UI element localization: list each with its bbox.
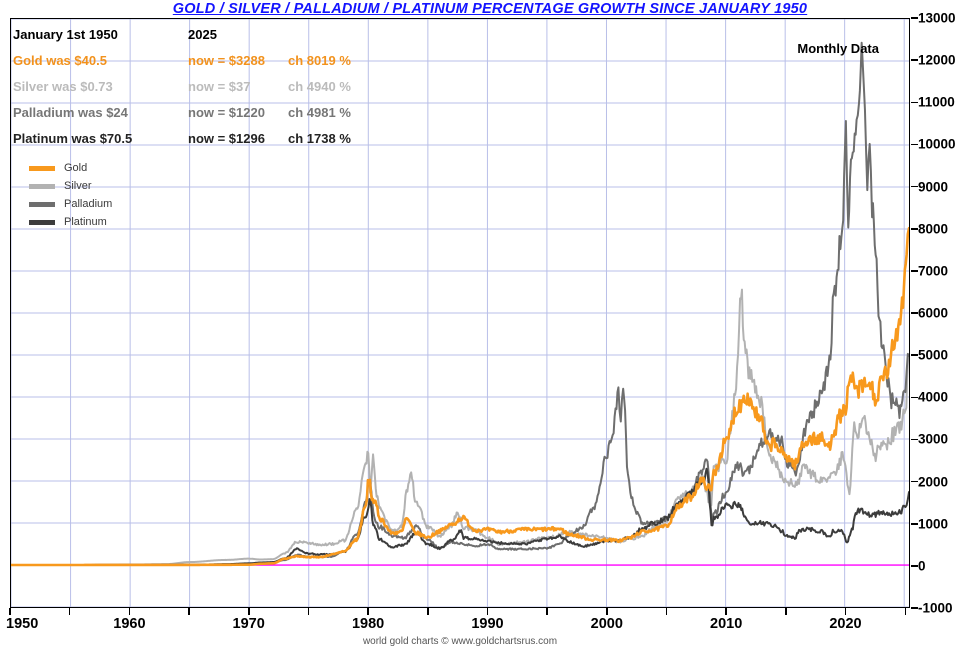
x-tick-mark <box>128 608 131 615</box>
silver-now: now = $37 <box>188 78 251 94</box>
table-row: Silver was $0.73 now = $37 ch 4940 % <box>13 73 398 99</box>
y-tick-label: 13000 <box>918 10 956 26</box>
legend-label-silver: Silver <box>64 180 92 192</box>
x-tick-label: 2020 <box>829 616 862 632</box>
y-tick-label: 9000 <box>918 179 949 195</box>
palladium-was: Palladium was $24 <box>13 104 128 120</box>
grid-layer <box>11 19 909 607</box>
x-tick-mark <box>904 608 906 615</box>
chart-legend: Gold Silver Palladium Platinum <box>29 159 112 231</box>
legend-swatch-gold <box>29 165 55 171</box>
x-tick-mark <box>665 608 668 615</box>
gold-was: Gold was $40.5 <box>13 52 107 68</box>
y-tick-mark <box>911 59 918 61</box>
y-tick-label: 3000 <box>918 431 949 447</box>
legend-label-palladium: Palladium <box>64 198 113 210</box>
y-tick-label: 5000 <box>918 347 949 363</box>
x-tick-mark <box>248 608 250 615</box>
gold-now: now = $3288 <box>188 52 265 68</box>
data-layer <box>11 41 909 567</box>
y-tick-mark <box>911 438 918 441</box>
page-title: GOLD / SILVER / PALLADIUM / PLATINUM PER… <box>172 1 808 17</box>
y-tick-mark <box>911 312 918 314</box>
y-tick-label: 0 <box>918 558 926 574</box>
x-tick-label: 1950 <box>6 616 39 632</box>
table-row: Palladium was $24 now = $1220 ch 4981 % <box>13 99 398 125</box>
table-header-current: 2025 <box>188 26 217 42</box>
x-tick-mark <box>9 608 11 615</box>
y-tick-label: 6000 <box>918 305 949 321</box>
y-tick-label: 8000 <box>918 221 949 237</box>
x-tick-mark <box>188 608 190 615</box>
x-tick-label: 1980 <box>351 616 385 632</box>
silver-change: ch 4940 % <box>288 78 351 94</box>
legend-swatch-platinum <box>29 219 55 225</box>
table-header-row: January 1st 1950 2025 <box>13 21 398 47</box>
x-tick-mark <box>307 608 310 615</box>
plot-area: January 1st 1950 2025 Gold was $40.5 now… <box>10 18 910 608</box>
y-tick-mark <box>911 17 918 19</box>
table-row: Platinum was $70.5 now = $1296 ch 1738 % <box>13 125 398 151</box>
x-tick-label: 1960 <box>113 616 146 632</box>
palladium-now: now = $1220 <box>188 104 265 120</box>
silver-was: Silver was $0.73 <box>13 78 113 94</box>
monthly-data-label: Monthly Data <box>797 41 879 56</box>
platinum-now: now = $1296 <box>188 130 265 146</box>
y-tick-label: 7000 <box>918 263 949 279</box>
y-tick-label: 1000 <box>918 516 949 532</box>
table-row: Gold was $40.5 now = $3288 ch 8019 % <box>13 47 398 73</box>
y-tick-label: 12000 <box>918 52 956 68</box>
y-tick-label: 10000 <box>918 136 956 152</box>
x-tick-label: 2010 <box>710 616 743 632</box>
x-tick-mark <box>68 608 71 615</box>
y-tick-label: 11000 <box>918 94 955 110</box>
platinum-was: Platinum was $70.5 <box>13 130 133 146</box>
legend-swatch-palladium <box>29 201 55 207</box>
y-tick-mark <box>911 228 918 230</box>
y-tick-mark <box>911 143 918 146</box>
legend-item-platinum: Platinum <box>29 213 112 231</box>
legend-item-palladium: Palladium <box>29 195 112 213</box>
x-tick-label: 2000 <box>590 616 623 632</box>
plot-inner <box>11 19 909 607</box>
x-tick-label: 1990 <box>471 616 504 632</box>
y-tick-mark <box>911 523 918 525</box>
y-tick-mark <box>911 607 918 609</box>
table-header-baseline: January 1st 1950 <box>13 26 118 42</box>
x-tick-mark <box>427 608 429 615</box>
y-tick-mark <box>911 396 918 398</box>
x-tick-mark <box>367 608 369 615</box>
legend-item-silver: Silver <box>29 177 112 195</box>
x-tick-mark <box>606 608 608 615</box>
gold-change: ch 8019 % <box>288 52 351 68</box>
x-tick-mark <box>486 608 489 615</box>
y-tick-mark <box>911 565 918 567</box>
platinum-change: ch 1738 % <box>288 130 351 146</box>
legend-item-gold: Gold <box>29 159 112 177</box>
y-tick-label: 4000 <box>918 389 949 405</box>
palladium-change: ch 4981 % <box>288 104 351 120</box>
x-tick-label: 1970 <box>232 616 265 632</box>
x-tick-mark <box>546 608 548 615</box>
x-tick-mark <box>725 608 727 615</box>
x-tick-mark <box>844 608 847 615</box>
x-tick-mark <box>785 608 787 615</box>
summary-table: January 1st 1950 2025 Gold was $40.5 now… <box>13 21 398 151</box>
y-tick-mark <box>911 480 918 483</box>
chart-footer: world gold charts © www.goldchartsrus.co… <box>362 636 558 647</box>
y-tick-mark <box>911 270 918 272</box>
y-tick-label: 2000 <box>918 474 949 490</box>
y-tick-mark <box>911 101 918 103</box>
legend-label-platinum: Platinum <box>64 216 107 228</box>
y-tick-mark <box>911 354 918 356</box>
y-tick-mark <box>911 185 918 188</box>
legend-label-gold: Gold <box>64 162 88 174</box>
y-tick-label: -1000 <box>918 600 953 616</box>
legend-swatch-silver <box>29 183 55 189</box>
